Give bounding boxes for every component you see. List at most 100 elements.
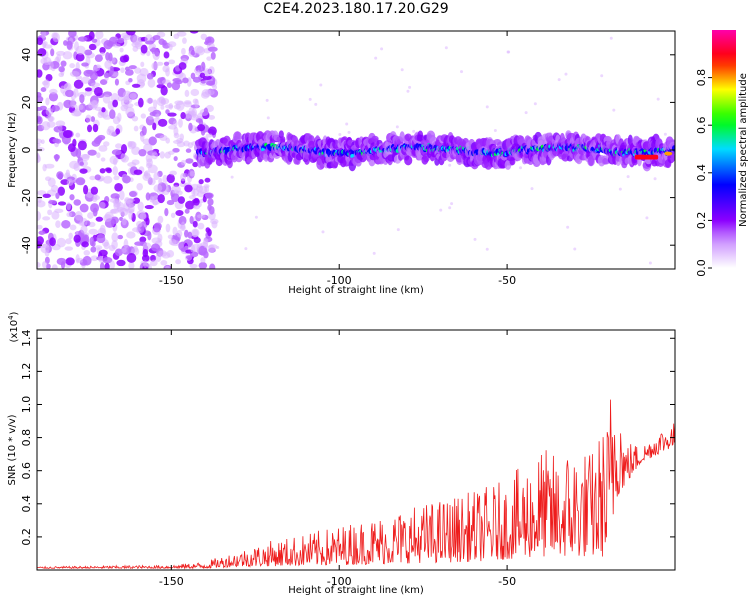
noise-blob xyxy=(179,133,185,141)
noise-blob xyxy=(139,236,147,243)
noise-blob xyxy=(124,197,131,204)
noise-blob xyxy=(99,168,106,174)
noise-blob xyxy=(50,48,55,57)
noise-blob xyxy=(192,220,198,228)
y-tick-label-top: 40 xyxy=(20,48,33,62)
noise-blob xyxy=(210,51,216,60)
noise-blob xyxy=(159,134,168,142)
noise-blob xyxy=(144,205,154,210)
noise-blob xyxy=(176,31,187,37)
noise-blob xyxy=(176,229,183,238)
noise-blob xyxy=(165,265,170,269)
noise-blob xyxy=(146,263,152,269)
noise-blob xyxy=(37,106,43,112)
noise-blob xyxy=(200,257,206,264)
noise-blob xyxy=(66,212,73,218)
noise-blob xyxy=(77,140,87,151)
noise-blob xyxy=(73,234,81,243)
noise-blob xyxy=(169,170,177,176)
noise-blob xyxy=(566,225,570,229)
noise-blob xyxy=(37,37,43,46)
colorbar-tick-label: 0.4 xyxy=(695,164,708,182)
y-tick-label-bottom: 1.2 xyxy=(20,363,33,381)
noise-blob xyxy=(66,178,74,186)
noise-blob xyxy=(42,216,51,221)
noise-blob xyxy=(111,239,118,250)
x-tick-label-top: -150 xyxy=(159,274,184,287)
noise-blob xyxy=(151,152,158,160)
noise-blob xyxy=(160,104,165,110)
noise-blob xyxy=(173,120,178,127)
noise-blob xyxy=(230,175,234,179)
noise-blob xyxy=(57,201,67,206)
band-blob xyxy=(404,155,413,166)
y-scale-suffix: ) xyxy=(9,311,20,315)
noise-blob xyxy=(80,153,90,159)
noise-blob xyxy=(84,49,93,56)
x-tick-label-bottom: -150 xyxy=(159,575,184,588)
noise-blob xyxy=(400,68,404,72)
noise-blob xyxy=(266,116,270,120)
noise-blob xyxy=(111,149,122,156)
noise-blob xyxy=(198,261,208,269)
noise-blob xyxy=(618,187,622,191)
noise-blob xyxy=(78,104,84,111)
noise-blob xyxy=(55,192,60,200)
noise-blob xyxy=(180,221,186,230)
noise-blob xyxy=(170,212,176,219)
noise-blob xyxy=(92,123,99,133)
noise-blob xyxy=(345,122,349,126)
noise-blob xyxy=(136,73,147,84)
noise-blob xyxy=(195,65,202,71)
noise-blob xyxy=(207,198,214,206)
noise-blob xyxy=(55,138,62,144)
noise-blob xyxy=(91,100,99,109)
noise-blob xyxy=(153,99,158,109)
noise-blob xyxy=(172,226,178,236)
noise-blob xyxy=(90,82,101,88)
noise-blob xyxy=(128,191,137,198)
noise-blob xyxy=(165,223,171,233)
noise-blob xyxy=(45,107,54,117)
noise-blob xyxy=(396,228,400,232)
noise-blob xyxy=(131,115,139,122)
noise-blob xyxy=(192,229,199,238)
noise-blob xyxy=(198,118,204,126)
noise-blob xyxy=(125,106,135,117)
noise-blob xyxy=(204,185,210,194)
noise-blob xyxy=(114,248,123,257)
noise-blob xyxy=(347,130,351,134)
noise-blob xyxy=(123,238,129,249)
noise-blob xyxy=(121,217,127,226)
noise-blob xyxy=(189,31,199,34)
colorbar-tick-label: 0.0 xyxy=(695,259,708,277)
noise-blob xyxy=(126,231,136,239)
noise-blob xyxy=(157,233,163,243)
noise-blob xyxy=(43,79,50,89)
noise-blob xyxy=(112,43,121,48)
y-tick-label-top: -40 xyxy=(20,236,33,254)
noise-blob xyxy=(110,93,120,103)
noise-blob xyxy=(338,133,342,137)
noise-blob xyxy=(104,60,112,69)
noise-blob xyxy=(146,50,151,57)
noise-blob xyxy=(192,76,202,83)
noise-blob xyxy=(132,227,141,233)
noise-blob xyxy=(203,68,211,77)
noise-blob xyxy=(103,214,113,222)
noise-blob xyxy=(98,201,106,209)
noise-blob xyxy=(88,31,95,41)
y-axis-label-top: Frequency (Hz) xyxy=(7,112,18,188)
noise-blob xyxy=(653,177,657,181)
noise-blob xyxy=(94,54,103,63)
noise-blob xyxy=(140,113,147,119)
noise-blob xyxy=(175,79,183,85)
noise-blob xyxy=(95,216,104,222)
noise-blob xyxy=(372,251,376,255)
noise-blob xyxy=(206,56,212,61)
noise-blob xyxy=(108,130,117,137)
noise-blob xyxy=(147,177,156,186)
noise-blob xyxy=(211,220,218,229)
noise-blob xyxy=(406,89,410,93)
noise-blob xyxy=(69,194,75,201)
